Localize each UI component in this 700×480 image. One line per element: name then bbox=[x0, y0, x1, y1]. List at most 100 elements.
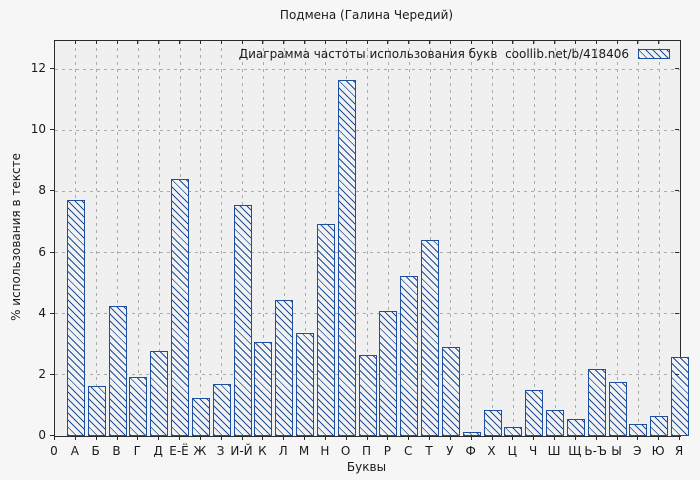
x-tick-label-М: М bbox=[298, 444, 310, 458]
x-tick bbox=[491, 436, 493, 440]
bar-Ф bbox=[462, 432, 481, 436]
right-tick bbox=[675, 373, 679, 375]
v-gridline-Э bbox=[637, 41, 639, 436]
legend: Диаграмма частоты использования букв coo… bbox=[239, 47, 670, 61]
top-tick bbox=[304, 40, 305, 44]
x-tick-label-О: О bbox=[340, 444, 351, 458]
x-tick bbox=[116, 436, 118, 440]
x-tick-label-Ь-Ъ: Ь-Ъ bbox=[584, 444, 607, 458]
x-tick bbox=[158, 436, 160, 440]
x-tick-label-Т: Т bbox=[425, 444, 433, 458]
x-tick bbox=[679, 436, 680, 440]
bar-П bbox=[358, 355, 377, 436]
x-tick bbox=[95, 436, 97, 440]
y-tick-label-10: 10 bbox=[30, 122, 46, 137]
bar-Д bbox=[150, 351, 169, 436]
y-tick bbox=[50, 190, 54, 192]
bar-Б bbox=[87, 386, 106, 436]
x-tick bbox=[54, 436, 55, 440]
x-tick-label-Щ: Щ bbox=[568, 444, 582, 458]
top-tick bbox=[595, 40, 597, 44]
right-tick bbox=[675, 129, 679, 131]
x-tick bbox=[220, 436, 222, 440]
y-tick-label-6: 6 bbox=[38, 244, 46, 259]
x-tick bbox=[533, 436, 535, 440]
bar-Л bbox=[275, 300, 294, 436]
x-axis-title: Буквы bbox=[346, 460, 387, 474]
x-tick-label-К: К bbox=[258, 444, 267, 458]
x-tick bbox=[449, 436, 451, 440]
top-tick bbox=[616, 40, 618, 44]
top-tick bbox=[220, 40, 222, 44]
bar-Т bbox=[421, 240, 439, 436]
x-tick-label-Ф: Ф bbox=[465, 444, 476, 458]
bar-Ж bbox=[191, 398, 210, 436]
x-tick-label-Н: Н bbox=[320, 444, 330, 458]
v-gridline-Щ bbox=[575, 41, 577, 436]
x-tick-label-Ы: Ы bbox=[611, 444, 622, 458]
v-gridline-К bbox=[262, 41, 264, 436]
x-tick bbox=[345, 436, 347, 440]
bar-О bbox=[337, 80, 356, 436]
bar-Ь-Ъ bbox=[587, 369, 606, 436]
bar-М bbox=[296, 333, 314, 436]
top-tick bbox=[512, 40, 514, 44]
x-tick-label-Д: Д bbox=[153, 444, 163, 458]
x-tick-label-В: В bbox=[112, 444, 121, 458]
y-tick-label-2: 2 bbox=[38, 366, 46, 381]
v-gridline-Ы bbox=[617, 41, 618, 436]
v-gridline-У bbox=[450, 41, 452, 436]
top-tick bbox=[491, 40, 493, 44]
v-gridline-Ц bbox=[512, 41, 514, 436]
bar-Ю bbox=[650, 416, 669, 436]
y-tick bbox=[50, 129, 54, 131]
right-tick bbox=[675, 312, 679, 314]
bar-Р bbox=[379, 311, 398, 436]
x-tick-label-Э: Э bbox=[633, 444, 642, 458]
x-tick-label-Е-Ё: Е-Ё bbox=[169, 444, 189, 458]
top-tick bbox=[449, 40, 451, 44]
top-tick bbox=[262, 40, 264, 44]
v-gridline-Х bbox=[492, 41, 493, 436]
bar-А bbox=[66, 200, 85, 436]
bar-Ш bbox=[546, 410, 564, 436]
v-gridline-Ш bbox=[554, 41, 556, 436]
x-tick-label-Х: Х bbox=[487, 444, 496, 458]
x-tick-label-А: А bbox=[70, 444, 79, 458]
bar-Ч bbox=[525, 390, 544, 436]
x-tick bbox=[199, 436, 201, 440]
chart-title: Подмена (Галина Чередий) bbox=[279, 8, 454, 22]
v-gridline-В bbox=[117, 41, 118, 436]
legend-label: Диаграмма частоты использования букв coo… bbox=[238, 47, 629, 61]
x-tick-label-Я: Я bbox=[674, 444, 684, 458]
top-tick bbox=[408, 40, 410, 44]
top-tick bbox=[241, 40, 243, 44]
top-tick bbox=[387, 40, 389, 44]
v-gridline-Ж bbox=[200, 41, 202, 436]
x-tick-label-У: У bbox=[446, 444, 454, 458]
x-tick-label-С: С bbox=[403, 444, 413, 458]
x-tick bbox=[554, 436, 555, 440]
x-tick-label-Ц: Ц bbox=[507, 444, 517, 458]
plot-area: Диаграмма частоты использования букв coo… bbox=[54, 40, 689, 437]
x-tick bbox=[262, 436, 264, 440]
top-tick bbox=[470, 40, 472, 44]
top-tick bbox=[637, 40, 639, 44]
top-tick bbox=[324, 40, 326, 44]
top-tick bbox=[137, 40, 139, 44]
v-gridline-Ч bbox=[533, 41, 535, 436]
bar-К bbox=[254, 342, 273, 436]
v-gridline-П bbox=[367, 41, 368, 436]
bar-Х bbox=[483, 410, 502, 436]
x-tick-label-Ю: Ю bbox=[651, 444, 665, 458]
v-gridline-Ь-Ъ bbox=[596, 41, 598, 436]
x-tick bbox=[241, 436, 243, 440]
top-tick bbox=[574, 40, 576, 44]
y-tick-label-12: 12 bbox=[30, 61, 46, 76]
v-gridline-Д bbox=[158, 41, 160, 436]
v-gridline-М bbox=[304, 41, 306, 436]
bar-Е-Ё bbox=[171, 179, 189, 436]
v-gridline-З bbox=[221, 41, 223, 436]
y-tick-label-0: 0 bbox=[38, 428, 46, 442]
x-tick-label-П: П bbox=[361, 444, 372, 458]
